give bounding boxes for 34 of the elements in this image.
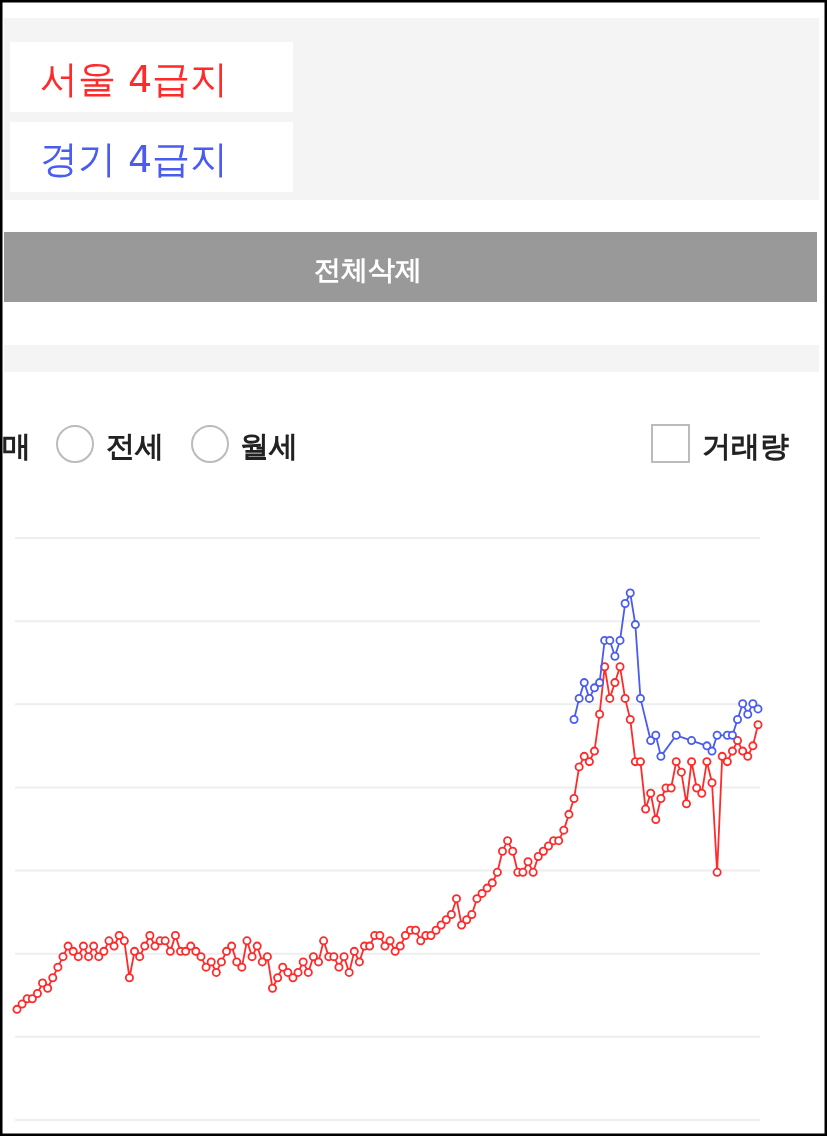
point bbox=[651, 730, 661, 740]
text: 월세 bbox=[240, 429, 298, 463]
point bbox=[589, 683, 599, 693]
point bbox=[687, 736, 697, 746]
point bbox=[702, 741, 712, 751]
point bbox=[610, 651, 620, 661]
point bbox=[707, 746, 717, 756]
point bbox=[656, 751, 666, 761]
point bbox=[635, 693, 645, 703]
text: 거래량 bbox=[702, 429, 789, 463]
point bbox=[615, 635, 625, 645]
point bbox=[574, 693, 584, 703]
text: 경기 4급지 bbox=[40, 137, 229, 181]
point bbox=[733, 714, 743, 724]
point bbox=[605, 635, 615, 645]
point bbox=[595, 678, 605, 688]
point bbox=[630, 620, 640, 630]
point bbox=[625, 588, 635, 598]
point bbox=[753, 704, 763, 714]
point bbox=[727, 730, 737, 740]
point bbox=[584, 693, 594, 703]
point bbox=[646, 736, 656, 746]
text: 서울 4급지 bbox=[40, 57, 229, 101]
point bbox=[620, 599, 630, 609]
point bbox=[671, 730, 681, 740]
point bbox=[748, 699, 758, 709]
text: 매 bbox=[2, 429, 31, 463]
text: 전세 bbox=[106, 429, 164, 463]
text: 전체삭제 bbox=[314, 254, 422, 285]
point bbox=[738, 699, 748, 709]
point bbox=[743, 709, 753, 719]
point bbox=[569, 714, 579, 724]
point bbox=[579, 678, 589, 688]
point bbox=[712, 730, 722, 740]
